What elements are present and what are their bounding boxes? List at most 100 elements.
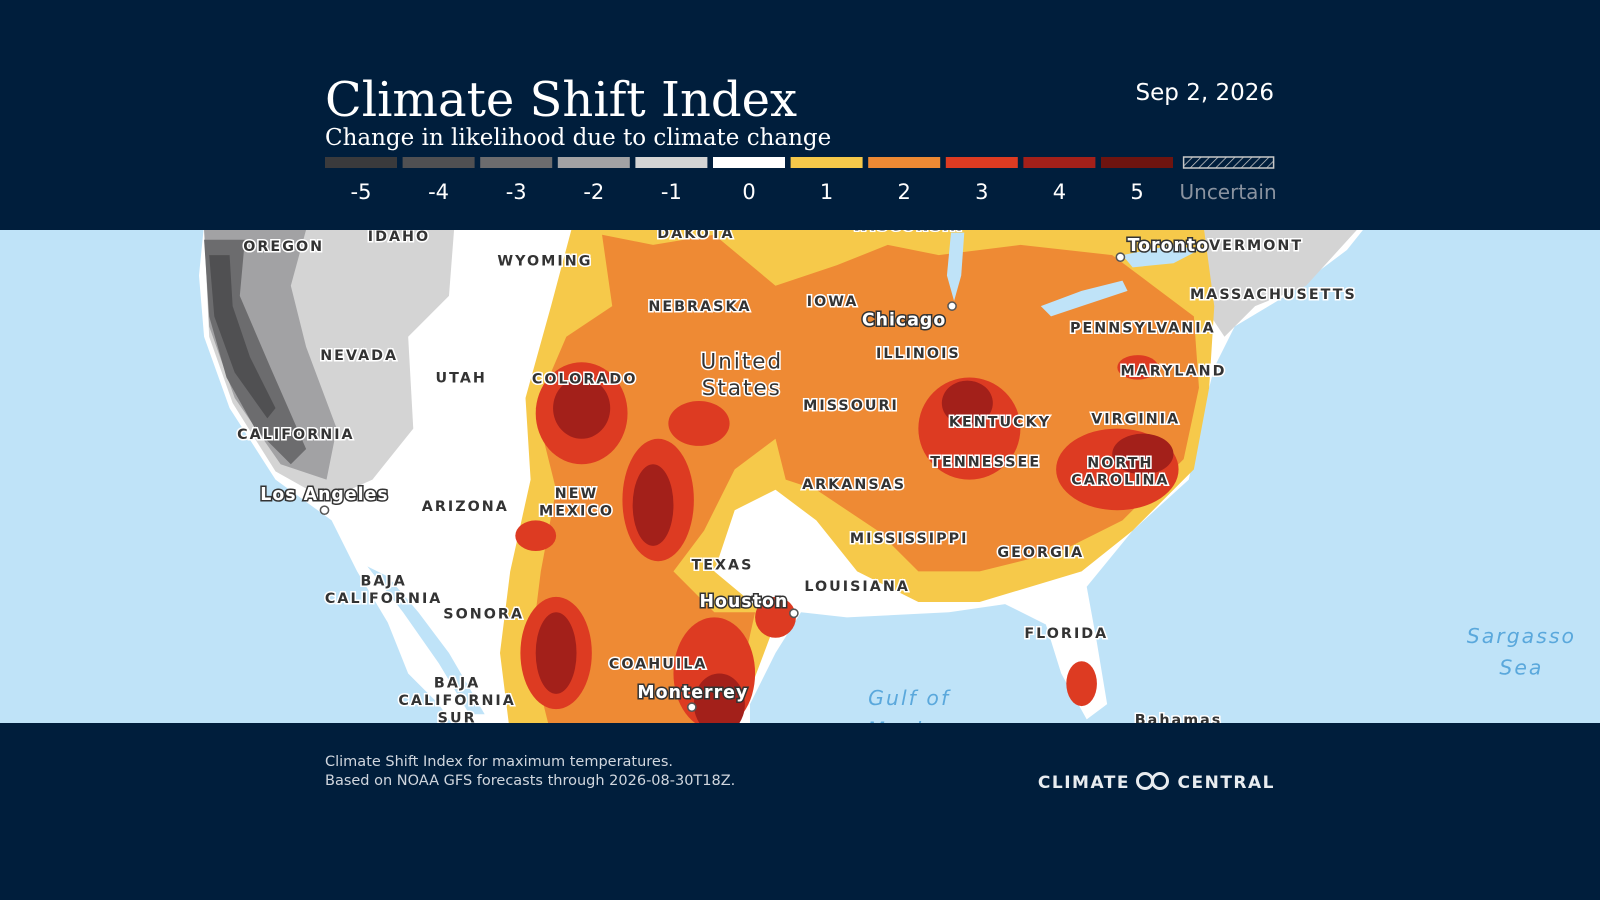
state-label-line: MEXICO: [539, 503, 614, 519]
gulf-of-california: [367, 566, 485, 715]
zone-3: [515, 520, 557, 552]
zone-4: [553, 377, 611, 439]
state-label: DAKOTA: [657, 226, 734, 242]
legend-swatch: [790, 157, 863, 168]
state-label: KENTUCKY: [949, 415, 1051, 431]
zone-4: [1112, 433, 1174, 475]
state-label-line: TENNESSEE: [930, 454, 1041, 470]
legend-swatch: [402, 157, 475, 168]
legend-label: -4: [428, 180, 449, 204]
state-label: IDAHO: [368, 229, 430, 245]
legend-label: -2: [583, 180, 604, 204]
country-label-line: United: [701, 349, 784, 374]
state-label: ARIZONA: [422, 499, 509, 515]
state-label: FLORIDA: [1024, 626, 1108, 642]
legend-swatch: [480, 157, 553, 168]
zone-3: [668, 401, 730, 446]
state-label-line: IOWA: [807, 294, 859, 310]
legend-swatch: [635, 157, 708, 168]
legend-swatch: [713, 157, 785, 168]
state-label: MISSISSIPPI: [850, 531, 969, 547]
state-label: NEVADA: [320, 348, 398, 364]
state-label: SONORA: [443, 606, 524, 622]
state-label: WISCONSIN: [852, 219, 964, 235]
water-label-line: Mexico: [867, 718, 951, 742]
map-labels: WISCONSIN OREGON IDAHO WYOMING DAKOTA NEBRASK…: [236, 219, 1574, 742]
legend-label: Uncertain: [1180, 180, 1277, 204]
legend-label: 5: [1130, 180, 1143, 204]
state-label: BAJA CALIFORNIA: [325, 574, 442, 607]
zone-4: [693, 673, 745, 723]
state-label-line: MASSACHUSETTS: [1190, 287, 1357, 303]
state-label: TEXAS: [691, 557, 753, 573]
zone-2: [530, 234, 1199, 723]
state-label-line: WISCONSIN: [852, 219, 964, 235]
state-label: NEBRASKA: [648, 299, 751, 315]
state-label: MASSACHUSETTS: [1190, 287, 1357, 303]
city-label: Chicago: [862, 311, 946, 331]
state-label-line: CALIFORNIA: [237, 427, 354, 443]
state-label-line: COLORADO: [532, 372, 638, 388]
logo: CLIMATE CENTRAL: [1038, 772, 1274, 793]
zone-3: [1117, 355, 1159, 380]
water-label-line: Sea: [1499, 655, 1543, 679]
legend-swatch: [868, 157, 941, 168]
state-label-line: WYOMING: [497, 253, 592, 269]
legend-label: 4: [1053, 180, 1066, 204]
state-label: NEW MEXICO: [539, 486, 614, 519]
legend-label: 3: [975, 180, 988, 204]
lake: [1122, 244, 1199, 268]
legend-label: 1: [820, 180, 833, 204]
state-label: NORTH CAROLINA: [1071, 455, 1169, 488]
state-label-line: CAROLINA: [1071, 473, 1169, 489]
state-label: GEORGIA: [997, 545, 1084, 561]
state-label-line: COAHUILA: [609, 656, 708, 672]
title: Climate Shift Index: [325, 72, 797, 128]
state-label: LOUISIANA: [804, 579, 910, 595]
legend-swatch: [1182, 156, 1275, 169]
water-label-line: Gulf of: [868, 686, 951, 710]
state-label-line: ILLINOIS: [876, 346, 961, 362]
country-label-line: States: [702, 376, 782, 401]
state-label-line: MISSISSIPPI: [850, 531, 969, 547]
state-label: CALIFORNIA: [237, 427, 354, 443]
state-label-line: VIRGINIA: [1091, 411, 1180, 427]
water-label: Gulf of Mexico: [867, 686, 951, 742]
footer-line: Based on NOAA GFS forecasts through 2026…: [325, 773, 735, 789]
state-label-line: TEXAS: [691, 557, 753, 573]
state-label-line: MISSOURI: [803, 398, 899, 414]
state-label: VERMONT: [1209, 238, 1303, 254]
legend-swatch: [325, 157, 397, 168]
logo-icon: [1151, 772, 1169, 790]
legend-swatch: [1101, 157, 1173, 168]
legend-label: -3: [506, 180, 527, 204]
state-label: BAJA CALIFORNIA SUR: [398, 676, 515, 727]
state-label-line: CALIFORNIA: [325, 591, 442, 607]
state-label-line: FLORIDA: [1024, 626, 1108, 642]
footer-line: Climate Shift Index for maximum temperat…: [325, 754, 673, 770]
logo-word: CLIMATE: [1038, 773, 1130, 793]
zone-minus-4: [209, 255, 276, 419]
state-label-line: GEORGIA: [997, 545, 1084, 561]
state-label: COAHUILA: [609, 656, 708, 672]
legend-swatch: [557, 157, 630, 168]
subtitle: Change in likelihood due to climate chan…: [325, 125, 831, 151]
city-label: Toronto: [1128, 236, 1210, 256]
zone-4: [535, 612, 577, 694]
city-dot: [789, 608, 799, 619]
state-label-line: ARKANSAS: [802, 477, 906, 493]
legend-swatch: [1023, 157, 1096, 168]
city-label: Monterrey: [637, 683, 748, 703]
island-label: Bahamas: [1135, 712, 1223, 728]
state-label: COLORADO: [532, 372, 638, 388]
lake: [946, 232, 965, 302]
state-label-line: VERMONT: [1209, 238, 1303, 254]
state-label: UTAH: [436, 371, 487, 387]
state-label-line: UTAH: [436, 371, 487, 387]
zone-minus-1-ne: [1204, 230, 1357, 337]
state-label-line: NEVADA: [320, 348, 398, 364]
state-label: MISSOURI: [803, 398, 899, 414]
state-label-line: IDAHO: [368, 229, 430, 245]
zone-4: [941, 380, 993, 426]
